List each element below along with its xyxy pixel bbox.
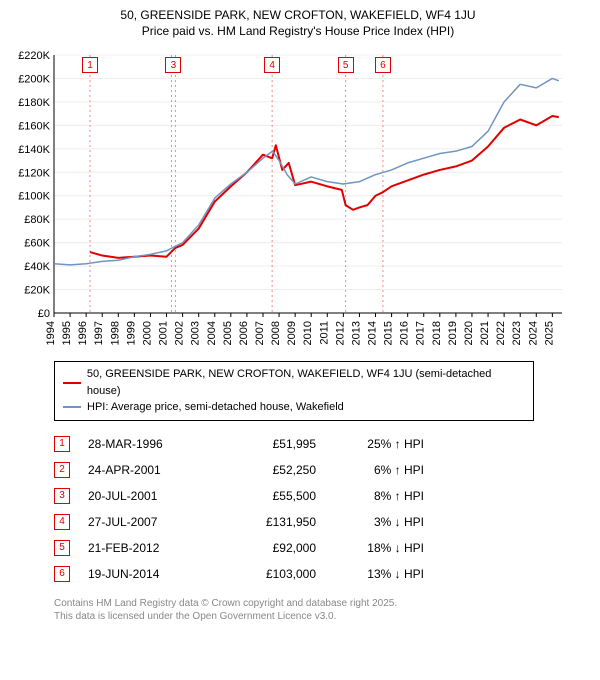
svg-text:2019: 2019 bbox=[447, 321, 459, 345]
svg-text:2016: 2016 bbox=[399, 321, 411, 345]
tx-price: £103,000 bbox=[226, 567, 316, 581]
svg-text:£160K: £160K bbox=[18, 121, 50, 133]
svg-text:2009: 2009 bbox=[286, 321, 298, 345]
transactions-table: 1 28-MAR-1996 £51,995 25% ↑ HPI2 24-APR-… bbox=[54, 431, 588, 587]
svg-text:£60K: £60K bbox=[24, 238, 50, 250]
title-line2: Price paid vs. HM Land Registry's House … bbox=[8, 24, 588, 40]
transaction-row: 1 28-MAR-1996 £51,995 25% ↑ HPI bbox=[54, 431, 588, 457]
tx-number: 4 bbox=[54, 514, 70, 530]
footer-attribution: Contains HM Land Registry data © Crown c… bbox=[54, 597, 588, 623]
legend-label: 50, GREENSIDE PARK, NEW CROFTON, WAKEFIE… bbox=[87, 366, 525, 399]
chart: £0 £20K £40K £60K £80K £100K £120K £140K £160K £1… bbox=[8, 45, 588, 355]
tx-number: 3 bbox=[54, 488, 70, 504]
tx-price: £52,250 bbox=[226, 463, 316, 477]
tx-date: 20-JUL-2001 bbox=[88, 489, 208, 503]
legend-swatch bbox=[63, 406, 81, 408]
legend: 50, GREENSIDE PARK, NEW CROFTON, WAKEFIE… bbox=[54, 361, 534, 421]
tx-date: 28-MAR-1996 bbox=[88, 437, 208, 451]
svg-text:2004: 2004 bbox=[206, 321, 218, 345]
svg-text:2018: 2018 bbox=[431, 321, 443, 345]
footer-line2: This data is licensed under the Open Gov… bbox=[54, 610, 588, 623]
svg-text:2025: 2025 bbox=[543, 321, 555, 345]
svg-text:2006: 2006 bbox=[238, 321, 250, 345]
tx-date: 19-JUN-2014 bbox=[88, 567, 208, 581]
svg-text:2014: 2014 bbox=[367, 321, 379, 345]
transaction-row: 6 19-JUN-2014 £103,000 13% ↓ HPI bbox=[54, 561, 588, 587]
tx-delta: 3% ↓ HPI bbox=[334, 515, 424, 529]
svg-text:2023: 2023 bbox=[511, 321, 523, 345]
title-line1: 50, GREENSIDE PARK, NEW CROFTON, WAKEFIE… bbox=[8, 8, 588, 24]
svg-text:2020: 2020 bbox=[463, 321, 475, 345]
svg-text:£40K: £40K bbox=[24, 261, 50, 273]
svg-text:1995: 1995 bbox=[61, 321, 73, 345]
chart-marker: 6 bbox=[375, 57, 391, 73]
svg-text:2021: 2021 bbox=[479, 321, 491, 345]
svg-text:1997: 1997 bbox=[93, 321, 105, 345]
svg-text:2013: 2013 bbox=[350, 321, 362, 345]
svg-text:2015: 2015 bbox=[383, 321, 395, 345]
chart-marker: 1 bbox=[82, 57, 98, 73]
tx-delta: 8% ↑ HPI bbox=[334, 489, 424, 503]
tx-date: 24-APR-2001 bbox=[88, 463, 208, 477]
tx-date: 21-FEB-2012 bbox=[88, 541, 208, 555]
svg-text:2005: 2005 bbox=[222, 321, 234, 345]
svg-text:£140K: £140K bbox=[18, 144, 50, 156]
tx-price: £51,995 bbox=[226, 437, 316, 451]
tx-price: £92,000 bbox=[226, 541, 316, 555]
legend-swatch bbox=[63, 382, 81, 384]
legend-row: HPI: Average price, semi-detached house,… bbox=[63, 399, 525, 416]
tx-delta: 6% ↑ HPI bbox=[334, 463, 424, 477]
footer-line1: Contains HM Land Registry data © Crown c… bbox=[54, 597, 588, 610]
svg-text:2003: 2003 bbox=[190, 321, 202, 345]
svg-text:2022: 2022 bbox=[495, 321, 507, 345]
svg-text:2008: 2008 bbox=[270, 321, 282, 345]
legend-label: HPI: Average price, semi-detached house,… bbox=[87, 399, 344, 416]
chart-marker: 5 bbox=[338, 57, 354, 73]
legend-row: 50, GREENSIDE PARK, NEW CROFTON, WAKEFIE… bbox=[63, 366, 525, 399]
tx-number: 6 bbox=[54, 566, 70, 582]
svg-text:2001: 2001 bbox=[158, 321, 170, 345]
tx-price: £55,500 bbox=[226, 489, 316, 503]
svg-text:£0: £0 bbox=[38, 308, 50, 320]
svg-text:2012: 2012 bbox=[334, 321, 346, 345]
svg-text:£180K: £180K bbox=[18, 97, 50, 109]
chart-title: 50, GREENSIDE PARK, NEW CROFTON, WAKEFIE… bbox=[8, 8, 588, 39]
tx-number: 2 bbox=[54, 462, 70, 478]
tx-price: £131,950 bbox=[226, 515, 316, 529]
svg-text:£80K: £80K bbox=[24, 214, 50, 226]
svg-text:2017: 2017 bbox=[415, 321, 427, 345]
tx-date: 27-JUL-2007 bbox=[88, 515, 208, 529]
transaction-row: 4 27-JUL-2007 £131,950 3% ↓ HPI bbox=[54, 509, 588, 535]
svg-text:2011: 2011 bbox=[318, 321, 330, 345]
transaction-row: 5 21-FEB-2012 £92,000 18% ↓ HPI bbox=[54, 535, 588, 561]
chart-marker: 3 bbox=[165, 57, 181, 73]
tx-number: 5 bbox=[54, 540, 70, 556]
svg-text:£20K: £20K bbox=[24, 285, 50, 297]
svg-text:1998: 1998 bbox=[109, 321, 121, 345]
tx-delta: 13% ↓ HPI bbox=[334, 567, 424, 581]
transaction-row: 2 24-APR-2001 £52,250 6% ↑ HPI bbox=[54, 457, 588, 483]
svg-text:2024: 2024 bbox=[527, 321, 539, 345]
svg-text:1994: 1994 bbox=[45, 321, 57, 345]
svg-text:2010: 2010 bbox=[302, 321, 314, 345]
tx-delta: 18% ↓ HPI bbox=[334, 541, 424, 555]
svg-text:£220K: £220K bbox=[18, 50, 50, 62]
transaction-row: 3 20-JUL-2001 £55,500 8% ↑ HPI bbox=[54, 483, 588, 509]
tx-number: 1 bbox=[54, 436, 70, 452]
svg-text:£100K: £100K bbox=[18, 191, 50, 203]
svg-text:£120K: £120K bbox=[18, 167, 50, 179]
svg-text:1999: 1999 bbox=[125, 321, 137, 345]
svg-text:1996: 1996 bbox=[77, 321, 89, 345]
svg-text:2002: 2002 bbox=[174, 321, 186, 345]
chart-marker: 4 bbox=[264, 57, 280, 73]
svg-text:2007: 2007 bbox=[254, 321, 266, 345]
svg-text:£200K: £200K bbox=[18, 74, 50, 86]
svg-text:2000: 2000 bbox=[141, 321, 153, 345]
tx-delta: 25% ↑ HPI bbox=[334, 437, 424, 451]
